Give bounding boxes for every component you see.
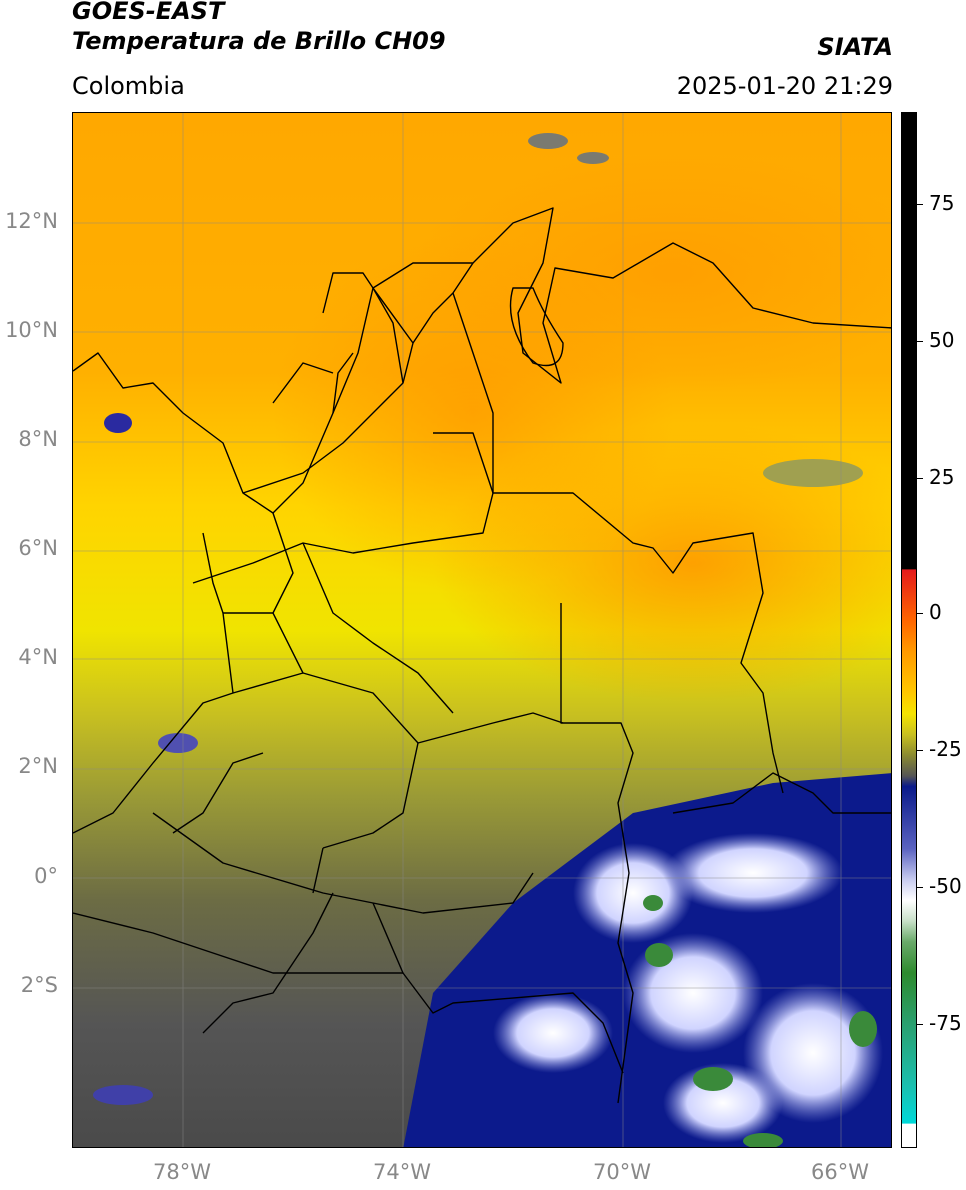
- map-title: GOES-EAST Temperatura de Brillo CH09: [72, 0, 446, 56]
- colorbar-tick: [917, 1024, 923, 1025]
- title-product: Temperatura de Brillo CH09: [72, 27, 446, 55]
- lon-label-66w: 66°W: [811, 1160, 869, 1184]
- lon-label-78w: 78°W: [153, 1160, 211, 1184]
- colorbar-label-minus75: -75: [929, 1011, 962, 1035]
- colorbar: [901, 112, 917, 1148]
- colorbar-tick: [917, 204, 923, 205]
- colorbar-tick: [917, 478, 923, 479]
- region-label: Colombia: [72, 72, 185, 100]
- colorbar-tick: [917, 887, 923, 888]
- colorbar-label-minus50: -50: [929, 874, 962, 898]
- lat-label-10n: 10°N: [5, 318, 58, 342]
- colorbar-label-75: 75: [929, 191, 955, 215]
- lat-label-12n: 12°N: [5, 209, 58, 233]
- colorbar-label-minus25: -25: [929, 737, 962, 761]
- lat-label-4n: 4°N: [18, 645, 58, 669]
- colorbar-tick: [917, 750, 923, 751]
- colorbar-label-50: 50: [929, 328, 955, 352]
- satellite-map: [72, 112, 892, 1148]
- timestamp-label: 2025-01-20 21:29: [676, 72, 893, 100]
- colorbar-label-25: 25: [929, 465, 955, 489]
- colorbar-label-0: 0: [929, 600, 942, 624]
- lat-label-8n: 8°N: [18, 427, 58, 451]
- title-satellite: GOES-EAST: [72, 0, 225, 25]
- lat-label-6n: 6°N: [18, 536, 58, 560]
- lat-label-2s: 2°S: [20, 973, 58, 997]
- lat-label-0: 0°: [34, 864, 58, 888]
- colorbar-tick: [917, 341, 923, 342]
- colorbar-tick: [917, 613, 923, 614]
- lon-label-70w: 70°W: [593, 1160, 651, 1184]
- source-label: SIATA: [817, 33, 893, 61]
- lat-label-2n: 2°N: [18, 754, 58, 778]
- lon-label-74w: 74°W: [373, 1160, 431, 1184]
